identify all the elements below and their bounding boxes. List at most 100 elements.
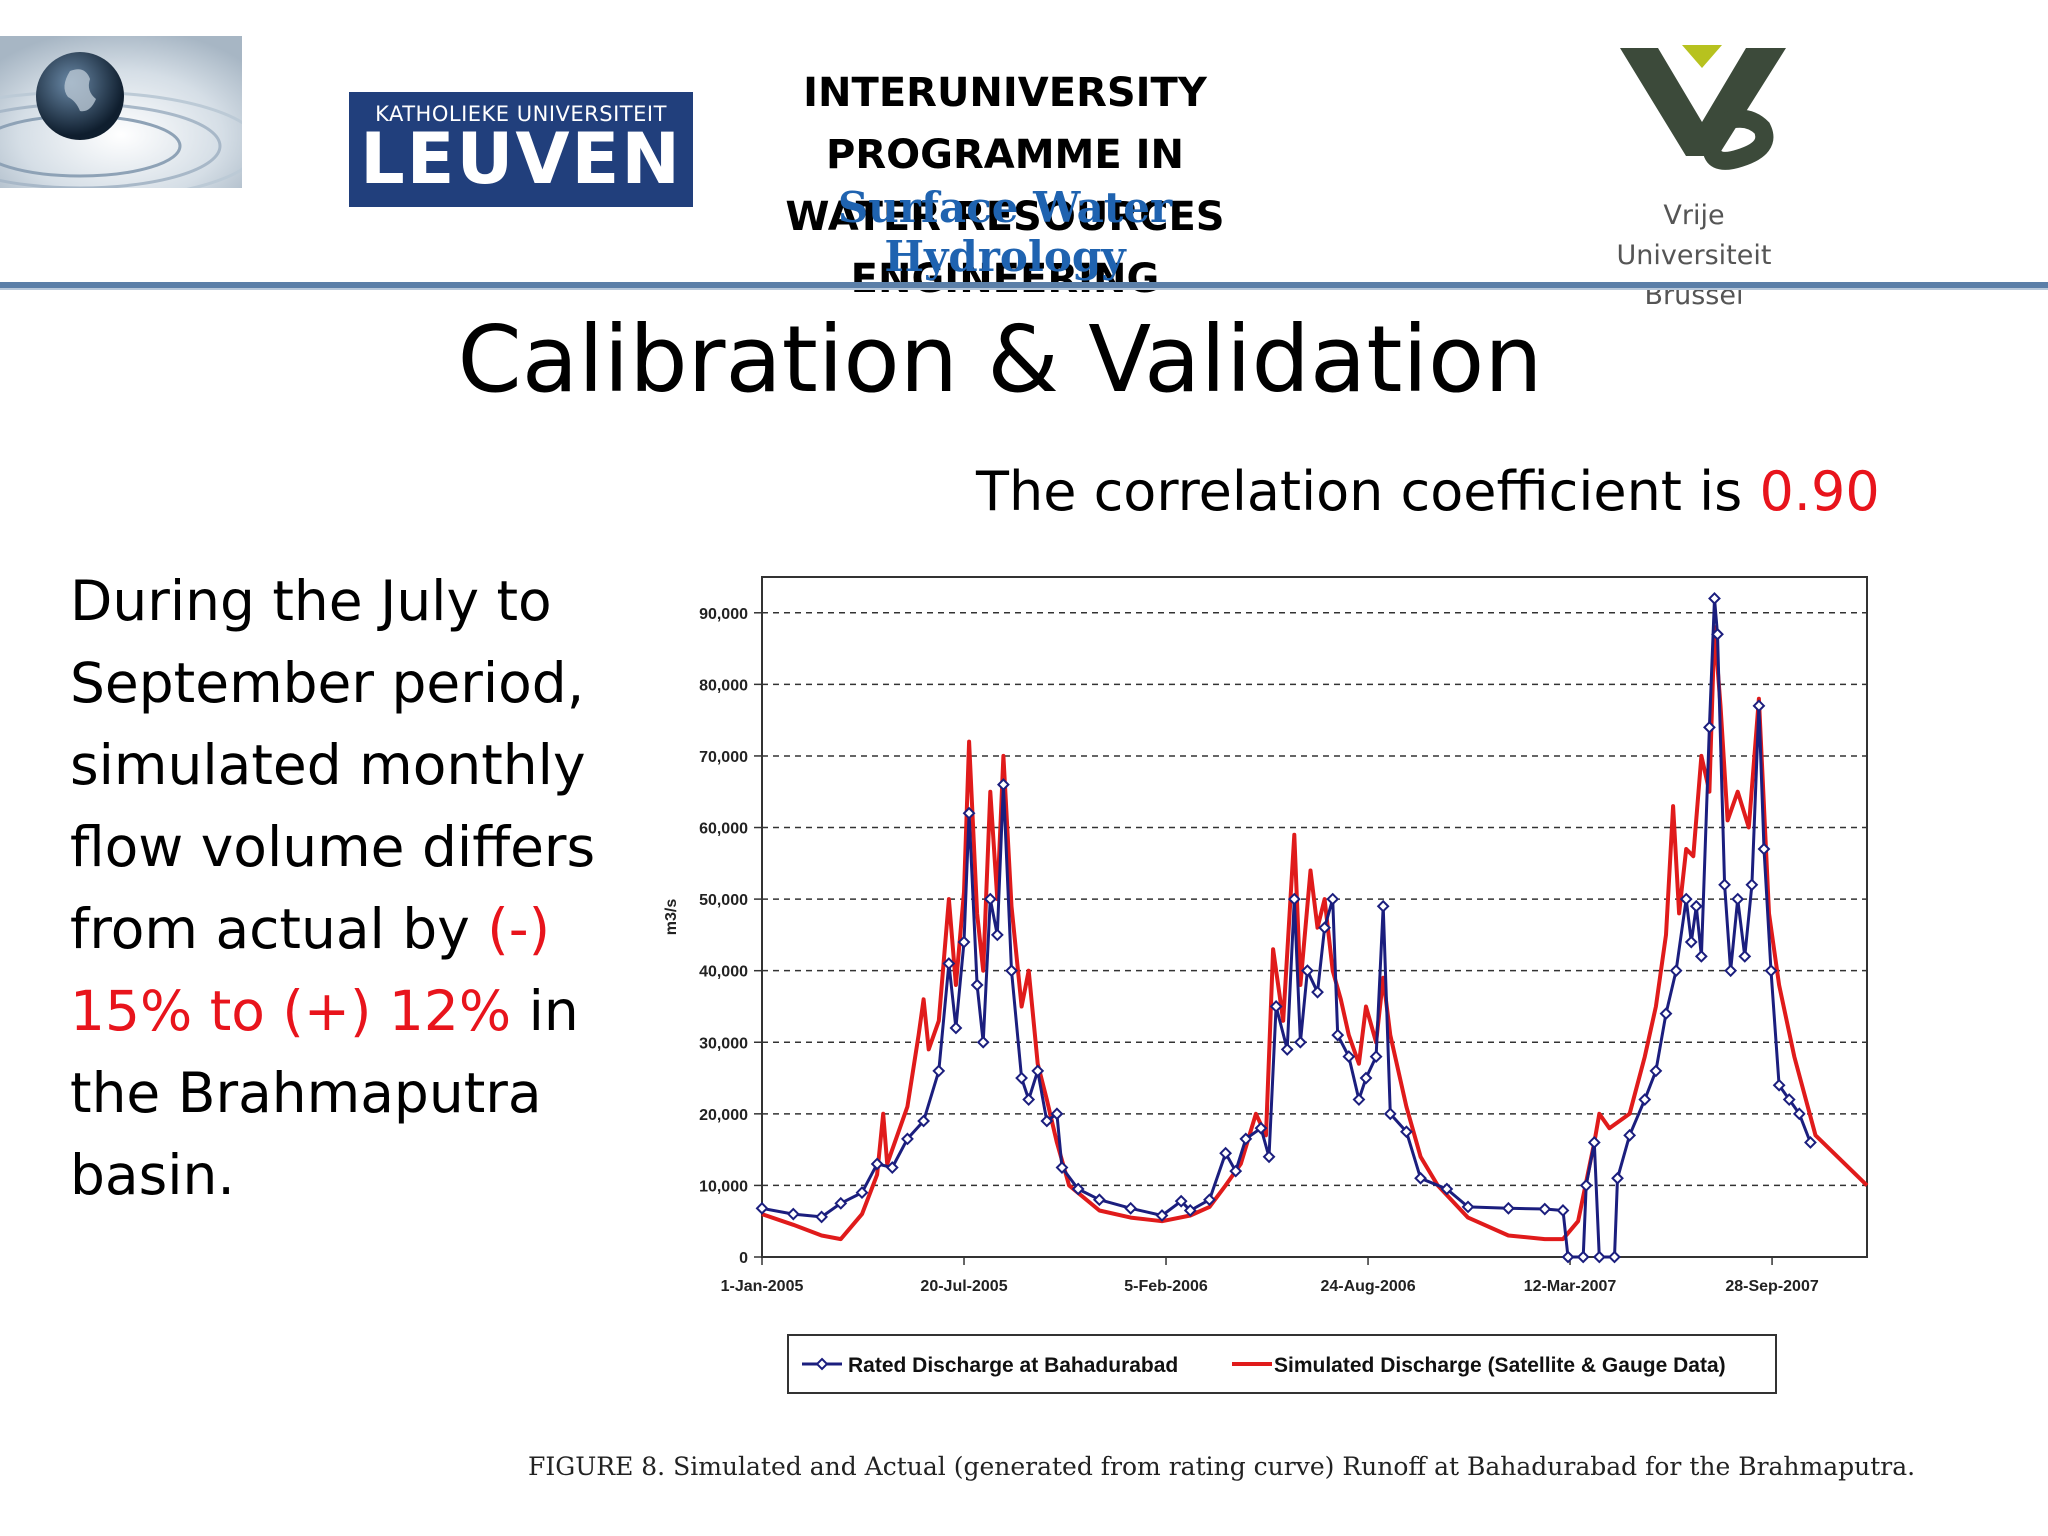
rated-discharge-point xyxy=(755,1201,769,1215)
rated-discharge-line xyxy=(761,597,1812,1259)
rated-discharge-point xyxy=(1342,1050,1356,1063)
y-axis-label: m3/s xyxy=(663,899,680,936)
rated-discharge-point xyxy=(1015,1071,1028,1085)
x-axis-ticks: 1-Jan-2005 20-Jul-2005 5-Feb-2006 24-Aug-20… xyxy=(721,1257,1819,1295)
rated-discharge-point xyxy=(1280,1043,1294,1056)
legend-rated-marker xyxy=(815,1357,829,1371)
rated-discharge-point xyxy=(990,928,1004,942)
rated-discharge-point xyxy=(962,806,976,820)
rated-discharge-point xyxy=(1040,1114,1054,1128)
rated-discharge-point xyxy=(1792,1107,1806,1121)
rated-discharge-point xyxy=(1414,1171,1427,1185)
correlation-value: 0.90 xyxy=(1759,460,1880,523)
rated-discharge-point xyxy=(1287,892,1301,906)
rated-discharge-point xyxy=(1757,842,1771,856)
rated-discharge-point xyxy=(1684,935,1698,949)
rated-discharge-point xyxy=(1203,1193,1216,1207)
rated-discharge-point xyxy=(1400,1125,1413,1139)
x-tick-label: 1-Jan-2005 xyxy=(721,1278,804,1295)
legend-rated-label: Rated Discharge at Bahadurabad xyxy=(848,1354,1178,1377)
rated-discharge-point xyxy=(1731,892,1745,906)
rated-discharge-point xyxy=(1269,1000,1283,1013)
figure-caption: FIGURE 8. Simulated and Actual (generate… xyxy=(528,1452,1916,1481)
rated-discharge-point xyxy=(855,1186,869,1199)
rated-discharge-point xyxy=(1738,949,1752,963)
rated-discharge-point xyxy=(1561,1250,1575,1264)
rated-discharge-point xyxy=(1772,1078,1786,1092)
body-text-highlight: (-) 15% to (+) 12% xyxy=(70,897,551,1043)
rated-discharge-point xyxy=(970,978,984,992)
legend-box xyxy=(787,1334,1777,1394)
rated-discharge-point xyxy=(1679,892,1693,906)
rated-discharge-point xyxy=(1383,1107,1397,1121)
rated-discharge-point xyxy=(996,778,1010,791)
rated-discharge-point xyxy=(1592,1250,1606,1264)
rated-discharge-point xyxy=(942,957,956,970)
rated-discharge-point xyxy=(1219,1146,1233,1160)
x-tick-label: 12-Mar-2007 xyxy=(1524,1278,1617,1295)
rated-discharge-point xyxy=(1055,1161,1069,1174)
rated-discharge-point xyxy=(1724,964,1738,978)
rated-discharge-point xyxy=(1538,1202,1552,1216)
y-axis-ticks: 0 10,000 20,000 30,000 40,000 50,000 60,000 70,… xyxy=(699,606,762,1267)
y-tick-label: 80,000 xyxy=(699,677,748,694)
programme-title: INTERUNIVERSITY PROGRAMME IN WATER RESOU… xyxy=(720,62,1290,310)
rated-discharge-point xyxy=(983,892,997,906)
y-tick-label: 60,000 xyxy=(699,821,748,838)
rated-discharge-point xyxy=(1229,1164,1243,1178)
plot-area xyxy=(761,576,1868,1258)
x-tick-label: 20-Jul-2005 xyxy=(920,1278,1007,1295)
rated-discharge-point xyxy=(1611,1171,1624,1185)
rated-discharge-point xyxy=(885,1161,899,1174)
rated-discharge-point xyxy=(1708,592,1721,605)
rated-discharge-point xyxy=(1608,1250,1621,1264)
rated-discharge-point xyxy=(917,1114,931,1128)
y-tick-label: 70,000 xyxy=(699,749,748,766)
correlation-prefix: The correlation coefficient is xyxy=(976,460,1760,523)
y-tick-label: 50,000 xyxy=(699,892,748,909)
x-tick-label: 5-Feb-2006 xyxy=(1124,1278,1208,1295)
legend-simulated-label: Simulated Discharge (Satellite & Gauge D… xyxy=(1274,1354,1726,1377)
body-text-part1: During the July to September period, sim… xyxy=(70,569,596,961)
rated-discharge-point xyxy=(1239,1132,1253,1146)
rated-discharge-point xyxy=(1440,1182,1454,1196)
rated-discharge-point xyxy=(1587,1136,1601,1149)
body-text-part2: in the Brahmaputra basin. xyxy=(70,979,579,1207)
rated-discharge-point xyxy=(1579,1179,1593,1192)
x-tick-label: 28-Sep-2007 xyxy=(1725,1278,1818,1295)
rated-discharge-point xyxy=(901,1132,914,1146)
series-lines xyxy=(755,592,1869,1264)
y-tick-label: 40,000 xyxy=(699,964,748,981)
y-tick-label: 30,000 xyxy=(699,1035,748,1052)
rated-discharge-point xyxy=(1752,699,1766,713)
rated-discharge-point xyxy=(1022,1093,1036,1106)
rated-discharge-point xyxy=(1376,899,1390,913)
rated-discharge-point xyxy=(1461,1200,1475,1214)
rated-discharge-point xyxy=(1031,1064,1045,1078)
rated-discharge-point xyxy=(1183,1204,1197,1217)
body-text: During the July to September period, sim… xyxy=(70,560,650,1216)
rated-discharge-point xyxy=(976,1035,990,1049)
rated-discharge-point xyxy=(1576,1250,1590,1264)
rated-discharge-point xyxy=(1659,1007,1673,1021)
header-divider xyxy=(0,282,2048,290)
rated-discharge-point xyxy=(957,935,971,949)
rated-discharge-point xyxy=(1718,878,1731,892)
rated-discharge-point xyxy=(1703,720,1716,734)
ku-leuven-logo: KATHOLIEKE UNIVERSITEIT LEUVEN xyxy=(349,92,693,207)
simulated-discharge-line xyxy=(761,625,1869,1242)
y-tick-label: 90,000 xyxy=(699,606,748,623)
y-tick-label: 0 xyxy=(739,1250,748,1267)
course-subtitle: Surface Water Hydrology xyxy=(837,183,1173,281)
rated-discharge-point xyxy=(1293,1035,1307,1049)
programme-title-line2: WATER RESOURCES ENGINEERING xyxy=(785,194,1225,302)
rated-discharge-point xyxy=(1689,899,1703,913)
rated-discharge-point xyxy=(1352,1093,1366,1106)
x-tick-label: 24-Aug-2006 xyxy=(1320,1278,1415,1295)
rated-discharge-point xyxy=(786,1207,800,1221)
rated-discharge-point xyxy=(1502,1201,1515,1215)
rated-discharge-point xyxy=(1254,1121,1268,1135)
rated-discharge-point xyxy=(1318,921,1332,935)
rated-discharge-point xyxy=(870,1157,884,1171)
